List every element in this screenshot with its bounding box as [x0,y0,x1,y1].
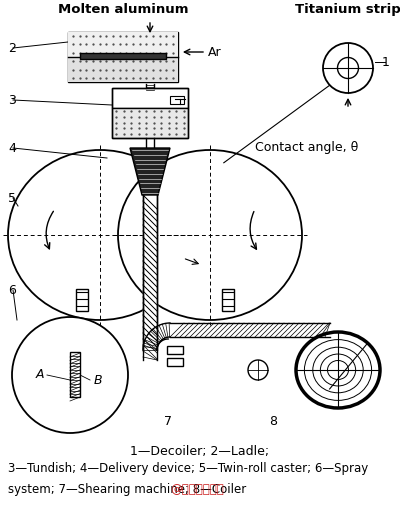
Ellipse shape [296,332,380,408]
Text: 1: 1 [382,56,390,68]
Ellipse shape [328,360,348,379]
Bar [167,358,183,366]
Text: 3: 3 [8,94,16,106]
Text: @有色金属在线: @有色金属在线 [170,483,224,496]
Text: 4: 4 [8,141,16,155]
Ellipse shape [320,354,356,386]
Text: 8: 8 [269,415,277,428]
Bar [112,108,188,138]
Text: B: B [94,373,102,387]
Bar [167,346,183,354]
Ellipse shape [304,340,372,400]
Circle shape [323,43,373,93]
Bar [68,32,178,82]
Circle shape [12,317,128,433]
Bar [76,289,88,311]
Bar [170,96,184,104]
Circle shape [338,57,358,78]
Bar [112,88,188,108]
Text: Contact angle, θ: Contact angle, θ [255,141,358,155]
Ellipse shape [118,150,302,320]
Text: 5: 5 [8,191,16,205]
Text: 7: 7 [164,415,172,428]
Text: Ar: Ar [208,46,222,58]
Text: 6: 6 [8,284,16,297]
Bar [68,57,178,82]
Text: 2: 2 [8,42,16,55]
Polygon shape [130,148,170,195]
Text: Molten aluminum: Molten aluminum [58,3,188,16]
Text: 3—Tundish; 4—Delivery device; 5—Twin-roll caster; 6—Spray: 3—Tundish; 4—Delivery device; 5—Twin-rol… [8,462,368,475]
Bar [68,32,178,57]
Bar [222,289,234,311]
Ellipse shape [8,150,192,320]
Text: system; 7—Shearing machine; 8—Coiler: system; 7—Shearing machine; 8—Coiler [8,483,246,496]
Text: Titanium strip: Titanium strip [295,3,400,16]
Ellipse shape [313,347,363,393]
Text: A: A [36,369,44,381]
Bar [70,352,80,397]
Text: 1—Decoiler; 2—Ladle;: 1—Decoiler; 2—Ladle; [130,445,270,458]
Bar [112,88,188,138]
Bar [80,53,166,59]
Circle shape [248,360,268,380]
